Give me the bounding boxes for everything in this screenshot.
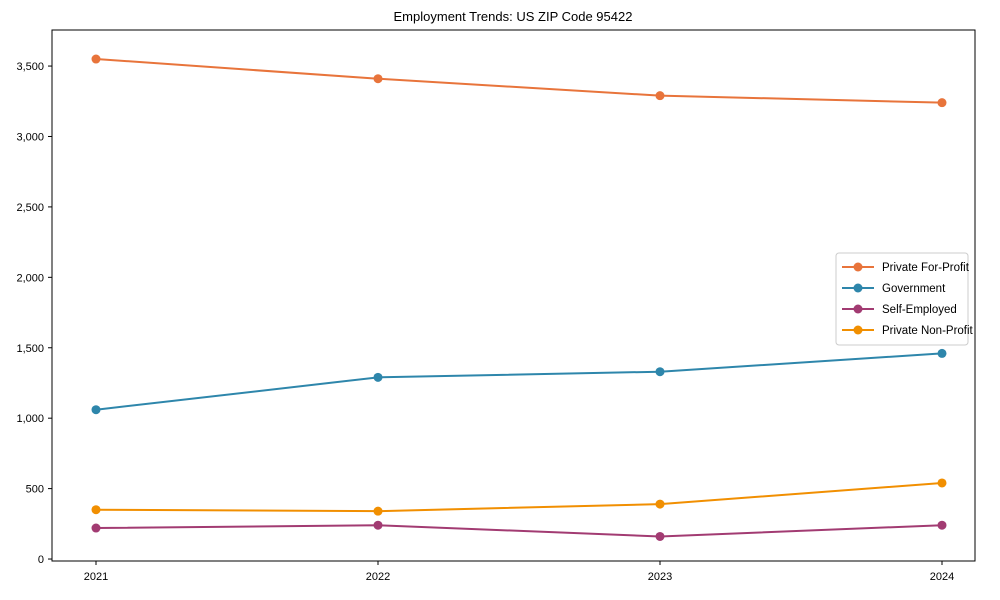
- legend-label: Private Non-Profit: [882, 325, 974, 337]
- data-point-private-for-profit: [373, 74, 383, 84]
- data-point-private-for-profit: [937, 98, 947, 108]
- legend-marker: [853, 283, 863, 293]
- series-line-private-non-profit: [95, 481, 943, 513]
- legend-entry: Government: [842, 283, 946, 295]
- x-tick-label: 2023: [648, 571, 672, 583]
- y-tick-label: 0: [38, 554, 44, 566]
- y-axis: 0 500 1,000 1,500 2,000 2,500 3,000 3,500: [16, 61, 52, 566]
- data-point-government: [655, 367, 665, 377]
- y-tick-label: 2,000: [16, 272, 44, 284]
- legend-entry: Self-Employed: [842, 304, 957, 316]
- legend-marker: [853, 325, 863, 335]
- data-point-private-non-profit: [91, 505, 101, 515]
- series-line-private-for-profit: [95, 58, 943, 104]
- data-point-government: [373, 372, 383, 382]
- chart-title: Employment Trends: US ZIP Code 95422: [394, 9, 633, 24]
- x-tick-label: 2024: [930, 571, 954, 583]
- legend-box: [835, 252, 969, 346]
- legend-label: Self-Employed: [882, 304, 957, 316]
- plot-area: [51, 29, 976, 562]
- data-point-government: [937, 348, 947, 358]
- y-tick-label: 500: [26, 484, 44, 496]
- legend-marker: [853, 262, 863, 272]
- data-point-government: [91, 405, 101, 415]
- x-tick-label: 2021: [84, 571, 108, 583]
- y-tick-label: 1,500: [16, 343, 44, 355]
- x-axis: 2021 2022 2023 2024: [84, 561, 954, 583]
- data-point-private-non-profit: [373, 506, 383, 516]
- series-layer: [91, 54, 947, 541]
- data-point-self-employed: [373, 520, 383, 530]
- data-point-private-for-profit: [655, 91, 665, 101]
- data-point-private-non-profit: [937, 478, 947, 488]
- data-point-self-employed: [655, 531, 665, 541]
- data-point-private-non-profit: [655, 499, 665, 509]
- legend-label: Government: [882, 283, 946, 295]
- data-point-self-employed: [91, 523, 101, 533]
- legend-label: Private For-Profit: [882, 262, 970, 274]
- legend-marker: [853, 304, 863, 314]
- legend-entry: Private For-Profit: [842, 262, 970, 274]
- legend-entry: Private Non-Profit: [842, 325, 974, 337]
- series-line-self-employed: [95, 524, 943, 538]
- plot-border: [51, 29, 976, 562]
- y-tick-label: 2,500: [16, 202, 44, 214]
- data-point-private-for-profit: [91, 54, 101, 64]
- legend: Private For-Profit Government Self-Employe…: [835, 252, 974, 346]
- y-tick-label: 3,500: [16, 61, 44, 73]
- y-tick-label: 3,000: [16, 131, 44, 143]
- y-tick-label: 1,000: [16, 413, 44, 425]
- data-point-self-employed: [937, 520, 947, 530]
- x-tick-label: 2022: [366, 571, 390, 583]
- series-line-government: [95, 352, 943, 411]
